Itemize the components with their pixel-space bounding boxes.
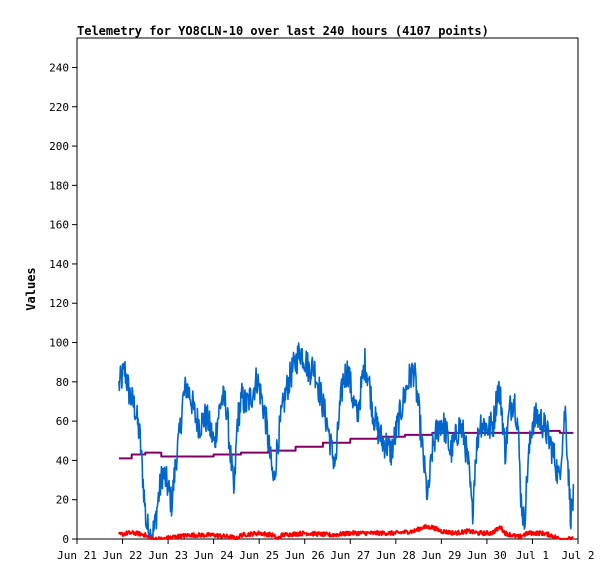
y-axis-label: Values [24,267,38,310]
y-tick-label: 20 [56,494,69,507]
plot-frame [76,37,579,540]
x-tick-label: Jun 24 [194,549,234,562]
y-tick-label: 160 [49,219,69,232]
x-tick-label: Jun 25 [239,549,279,562]
x-tick-label: Jun 26 [285,549,325,562]
y-tick-label: 60 [56,415,69,428]
x-tick-label: Jun 28 [376,549,416,562]
y-tick-label: 180 [49,179,69,192]
x-tick-label: Jul 2 [561,549,594,562]
y-tick-label: 140 [49,258,69,271]
x-tick-label: Jun 29 [421,549,461,562]
y-tick-label: 100 [49,337,69,350]
chart-title: Telemetry for YO8CLN-10 over last 240 ho… [77,24,489,38]
y-tick-label: 120 [49,297,69,310]
x-tick-label: Jun 21 [57,549,97,562]
series-line-1 [118,429,574,460]
y-tick-label: 40 [56,454,69,467]
x-axis: Jun 21 Jun 22 Jun 23 Jun 24 Jun 25 Jun 26 Jun … [57,539,595,562]
y-tick-label: 240 [49,61,69,74]
y-tick-label: 200 [49,140,69,153]
x-tick-label: Jun 27 [330,549,370,562]
y-tick-label: 220 [49,101,69,114]
y-axis: 0 20 40 60 80 100 120 140 160 180 200 220 240 [49,61,77,546]
y-tick-label: 80 [56,376,69,389]
x-tick-label: Jun 22 [103,549,143,562]
series-line-0 [118,342,575,540]
series-line-2 [118,524,575,540]
x-tick-label: Jun 23 [148,549,188,562]
series-layer [118,342,575,540]
y-tick-label: 0 [62,533,69,546]
x-tick-label: Jun 30 [467,549,507,562]
x-tick-label: Jul 1 [516,549,549,562]
